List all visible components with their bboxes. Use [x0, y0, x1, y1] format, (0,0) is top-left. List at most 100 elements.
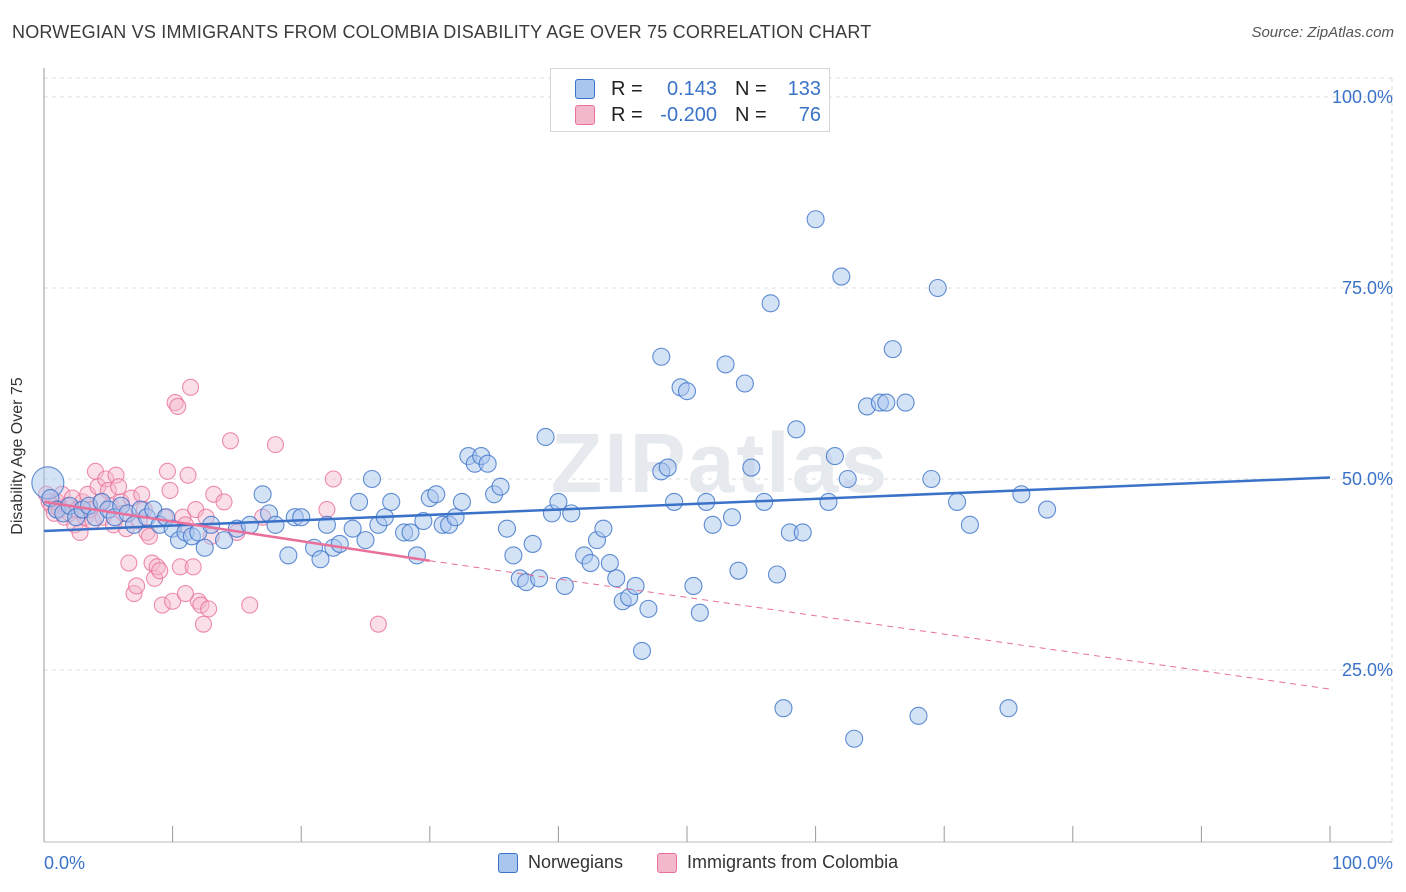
data-point-norwegians: [793, 523, 812, 542]
data-point-norwegians: [896, 393, 915, 412]
data-point-norwegians: [922, 469, 941, 489]
data-point-colombia: [164, 592, 182, 610]
data-point-colombia: [158, 462, 177, 480]
data-point-colombia: [128, 577, 146, 595]
n-label: N =: [735, 77, 767, 100]
trendline-norwegians: [43, 476, 1331, 533]
data-point-colombia: [169, 397, 187, 415]
r-label: R =: [611, 77, 643, 100]
data-point-norwegians: [742, 458, 761, 477]
data-point-colombia: [71, 523, 89, 542]
data-point-norwegians: [266, 515, 285, 534]
data-point-norwegians: [1038, 500, 1057, 519]
data-point-norwegians: [581, 553, 600, 573]
data-point-norwegians: [722, 508, 742, 527]
data-point-norwegians: [716, 355, 735, 374]
data-point-norwegians: [292, 508, 311, 527]
data-point-colombia: [200, 600, 218, 618]
chart-title: NORWEGIAN VS IMMIGRANTS FROM COLOMBIA DI…: [12, 22, 872, 42]
data-point-norwegians: [703, 515, 722, 534]
data-point-norwegians: [401, 523, 420, 542]
data-point-norwegians: [877, 393, 896, 412]
data-point-norwegians: [350, 492, 369, 511]
data-point-colombia: [140, 527, 159, 545]
data-point-norwegians: [407, 546, 426, 565]
data-point-norwegians: [735, 374, 754, 393]
data-point-colombia: [184, 558, 202, 576]
data-point-colombia: [151, 562, 169, 580]
data-point-norwegians: [311, 550, 330, 569]
data-point-norwegians: [562, 504, 581, 523]
data-point-colombia: [161, 481, 179, 500]
data-point-norwegians: [819, 492, 838, 511]
data-point-norwegians: [279, 546, 298, 565]
data-point-norwegians: [1012, 485, 1031, 504]
r-value: -0.200: [660, 103, 717, 126]
data-point-norwegians: [960, 515, 979, 534]
x-tick-label: 100.0%: [1332, 853, 1393, 873]
data-point-norwegians: [684, 576, 703, 596]
correlation-legend: R = 0.143 N = 133 R = -0.200 N = 76: [550, 68, 830, 132]
data-point-norwegians: [536, 427, 555, 447]
n-value: 76: [798, 103, 821, 126]
data-point-norwegians: [253, 485, 272, 504]
r-value: 0.143: [666, 77, 717, 100]
data-point-norwegians: [626, 576, 645, 596]
data-point-colombia: [318, 501, 336, 519]
y-tick-label: 75.0%: [1342, 278, 1393, 298]
data-point-norwegians: [427, 485, 446, 504]
series-legend: Norwegians Immigrants from Colombia: [498, 852, 932, 873]
data-point-colombia: [176, 585, 195, 603]
r-label: R =: [611, 103, 643, 126]
data-point-colombia: [241, 596, 259, 614]
data-point-norwegians: [195, 538, 214, 557]
data-point-norwegians: [767, 565, 787, 584]
series-norwegians-points: [31, 210, 1057, 748]
trend-layer: [43, 476, 1331, 690]
data-point-norwegians: [652, 347, 671, 366]
legend-item-colombia[interactable]: Immigrants from Colombia: [657, 852, 898, 873]
data-point-colombia: [215, 493, 233, 511]
data-point-norwegians: [446, 508, 465, 527]
trendline-colombia: [43, 500, 430, 562]
data-point-colombia: [133, 485, 151, 503]
data-point-norwegians: [658, 458, 677, 477]
data-point-norwegians: [555, 576, 574, 596]
data-point-norwegians: [787, 420, 806, 439]
x-tick-label: 0.0%: [44, 853, 85, 873]
data-point-norwegians: [523, 534, 542, 553]
legend-label: Immigrants from Colombia: [687, 852, 899, 872]
data-point-colombia: [179, 466, 197, 484]
y-axis-label: Disability Age Over 75: [9, 377, 26, 535]
data-point-norwegians: [883, 340, 902, 359]
data-point-colombia: [194, 615, 213, 633]
data-point-norwegians: [690, 603, 709, 622]
data-point-norwegians: [845, 729, 864, 748]
data-point-colombia: [266, 436, 285, 454]
data-point-norwegians: [240, 515, 259, 534]
data-point-colombia: [171, 558, 189, 576]
data-point-norwegians: [478, 454, 497, 473]
data-point-norwegians: [825, 447, 844, 466]
data-point-norwegians: [632, 641, 652, 660]
data-point-norwegians: [639, 599, 658, 618]
data-point-norwegians: [343, 519, 362, 538]
data-point-norwegians: [806, 210, 825, 229]
legend-label: Norwegians: [528, 852, 624, 872]
legend-swatch-blue: [575, 79, 595, 99]
legend-item-norwegians[interactable]: Norwegians: [498, 852, 623, 873]
data-point-norwegians: [729, 561, 748, 580]
legend-swatch-pink: [657, 852, 678, 873]
data-point-colombia: [221, 432, 240, 450]
legend-swatch-pink: [575, 105, 595, 125]
data-point-norwegians: [330, 534, 349, 553]
data-point-norwegians: [948, 492, 967, 511]
data-point-norwegians: [600, 553, 619, 573]
data-point-colombia: [324, 470, 342, 488]
data-point-norwegians: [497, 519, 517, 538]
data-point-norwegians: [530, 569, 549, 588]
data-point-norwegians: [665, 492, 684, 511]
data-point-norwegians: [761, 294, 780, 313]
data-point-norwegians: [214, 531, 234, 550]
data-point-norwegians: [491, 477, 510, 496]
